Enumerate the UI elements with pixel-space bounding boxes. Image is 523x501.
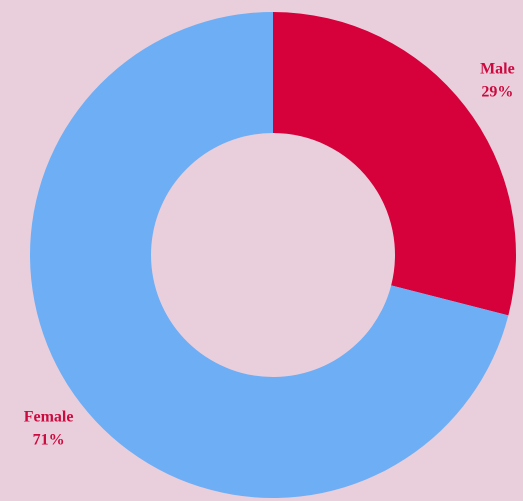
slice-label: Female [24, 409, 74, 426]
donut-slice [30, 12, 509, 498]
slice-value-label: 29% [481, 84, 513, 101]
donut-slice [273, 12, 516, 316]
slice-label: Male [480, 61, 515, 78]
slice-value-label: 71% [33, 432, 65, 449]
